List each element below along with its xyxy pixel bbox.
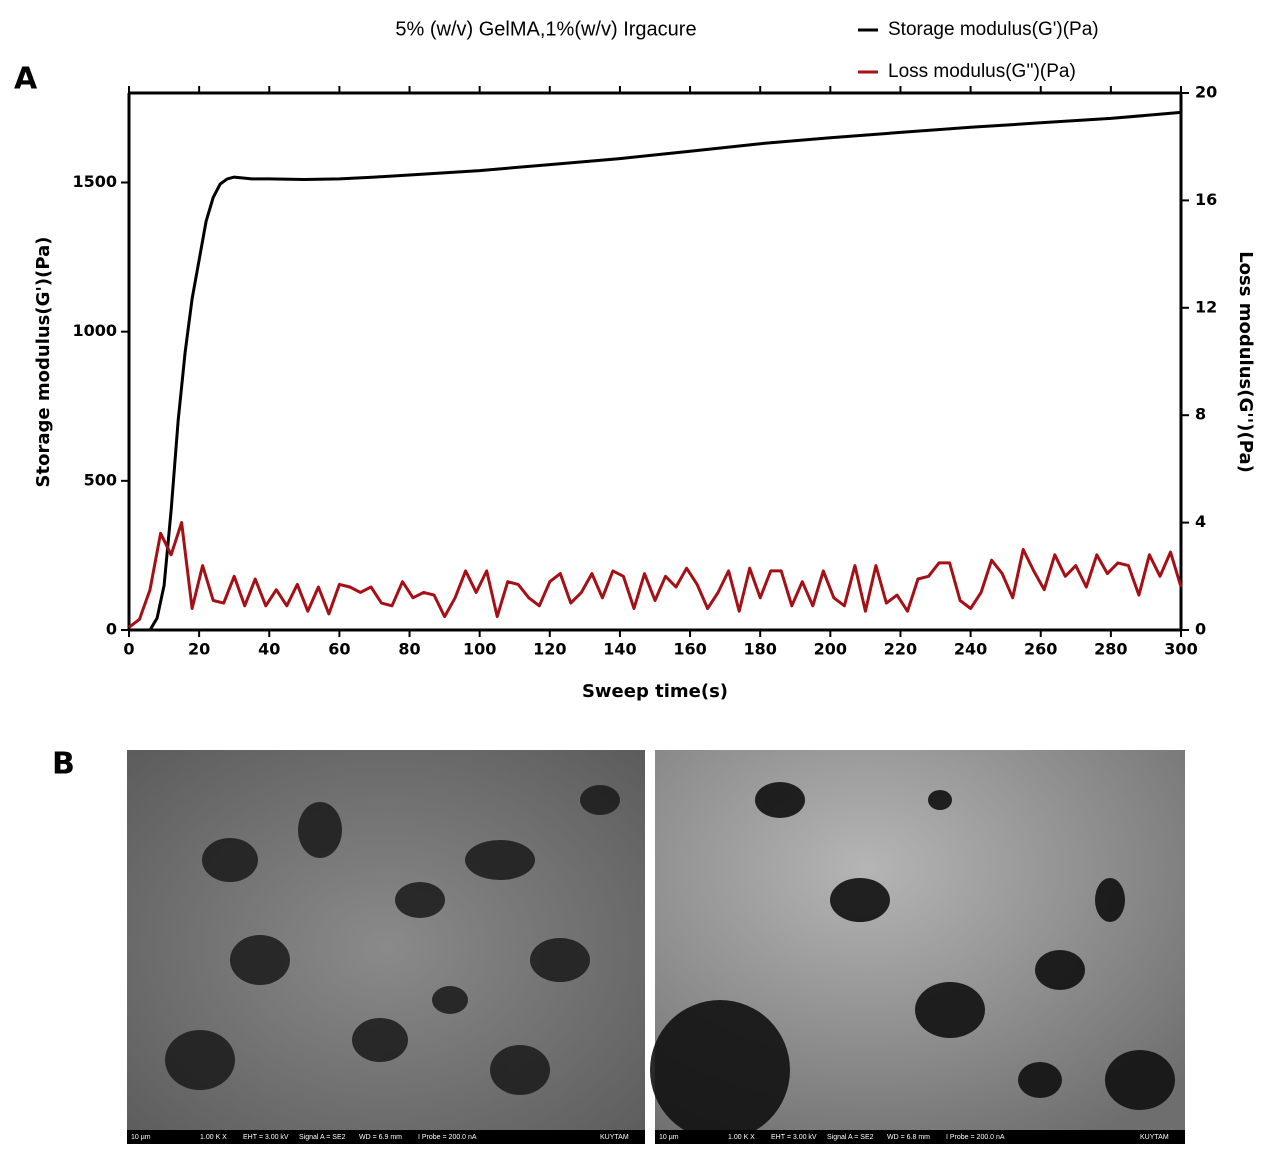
y-tick-label: 1500 (72, 172, 117, 191)
y-tick-label: 500 (84, 470, 117, 489)
x-tick-label: 40 (258, 640, 280, 659)
sem-image (127, 750, 645, 1144)
y2-tick-label: 20 (1195, 83, 1217, 102)
sem-footer-text: EHT = 3.00 kV (243, 1134, 289, 1141)
x-tick-label: 100 (463, 640, 496, 659)
chart-title: 5% (w/v) GelMA,1%(w/v) Irgacure (395, 18, 696, 40)
y2-tick-label: 16 (1195, 190, 1217, 209)
sem-footer-text: I Probe = 200.0 nA (946, 1134, 1005, 1141)
y2-axis-title: Loss modulus(G'')(Pa) (1235, 251, 1256, 473)
series-line (128, 521, 1183, 629)
x-tick-label: 20 (188, 640, 210, 659)
sem-footer-text: KUYTAM (600, 1134, 629, 1141)
sem-footer-text: 1.00 K X (728, 1134, 755, 1141)
sem-footer-text: Signal A = SE2 (299, 1134, 346, 1141)
y2-tick-label: 12 (1195, 297, 1217, 316)
x-tick-label: 260 (1024, 640, 1057, 659)
x-tick-label: 60 (328, 640, 350, 659)
x-tick-label: 80 (398, 640, 420, 659)
x-axis-title: Sweep time(s) (582, 681, 728, 702)
y-axis-title: Storage modulus(G')(Pa) (33, 237, 54, 488)
x-tick-label: 0 (123, 640, 134, 659)
x-tick-label: 160 (673, 640, 706, 659)
legend-label: Storage modulus(G')(Pa) (888, 19, 1099, 40)
x-tick-label: 180 (743, 640, 776, 659)
sem-image (650, 750, 1185, 1144)
sem-footer-text: Signal A = SE2 (827, 1134, 874, 1141)
sem-footer-text: 10 µm (659, 1134, 679, 1141)
sem-footer-text: WD = 6.9 mm (359, 1134, 402, 1141)
x-tick-label: 220 (884, 640, 917, 659)
panel-label: A (14, 62, 38, 97)
panel-label: B (52, 747, 75, 782)
x-tick-label: 240 (954, 640, 987, 659)
sem-footer-text: 1.00 K X (200, 1134, 227, 1141)
y2-tick-label: 0 (1195, 620, 1206, 639)
x-tick-label: 120 (533, 640, 566, 659)
legend-label: Loss modulus(G'')(Pa) (888, 61, 1076, 82)
x-tick-label: 140 (603, 640, 636, 659)
y2-tick-label: 8 (1195, 405, 1206, 424)
x-tick-label: 280 (1094, 640, 1127, 659)
y-tick-label: 0 (106, 620, 117, 639)
y2-tick-label: 4 (1195, 512, 1206, 531)
sem-footer-text: I Probe = 200.0 nA (418, 1134, 477, 1141)
series-line (129, 110, 1182, 632)
x-tick-label: 300 (1164, 640, 1197, 659)
sem-footer-text: 10 µm (131, 1134, 151, 1141)
sem-footer-text: WD = 6.8 mm (887, 1134, 930, 1141)
x-tick-label: 200 (814, 640, 847, 659)
sem-footer-text: KUYTAM (1140, 1134, 1169, 1141)
sem-footer-text: EHT = 3.00 kV (771, 1134, 817, 1141)
y-tick-label: 1000 (72, 321, 117, 340)
